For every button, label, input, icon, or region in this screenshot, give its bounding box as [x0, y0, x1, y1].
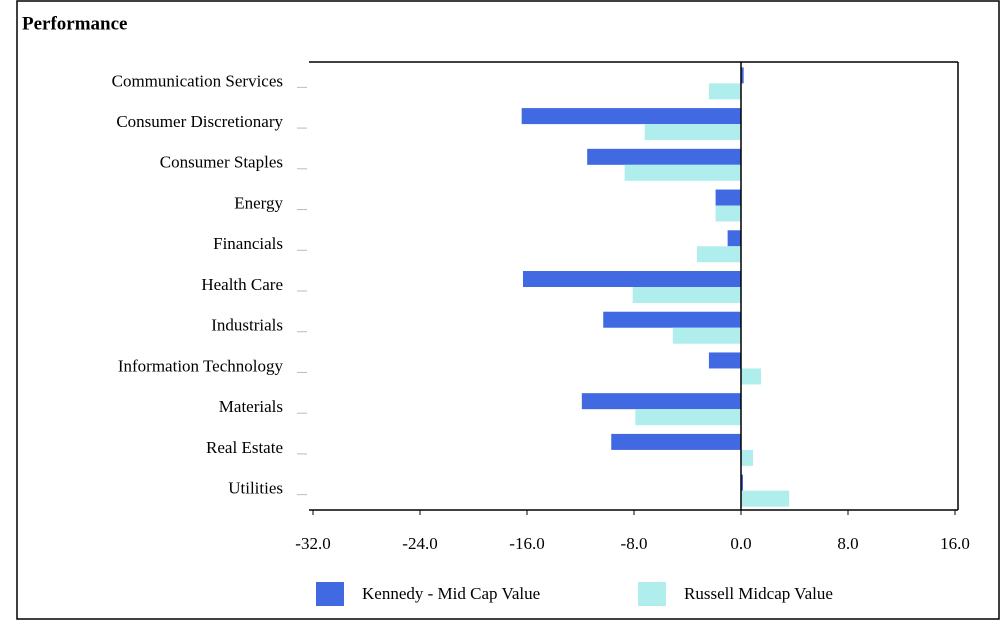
- bar: [581, 393, 741, 410]
- x-tick-label: -8.0: [621, 534, 648, 553]
- x-tick-label: 0.0: [730, 534, 751, 553]
- bar: [696, 246, 741, 263]
- y-tick-label: Financials: [213, 234, 283, 253]
- legend-label: Russell Midcap Value: [684, 584, 833, 603]
- y-tick-label: Materials: [219, 397, 283, 416]
- bar: [741, 368, 762, 385]
- bar: [635, 409, 741, 426]
- bar: [521, 108, 741, 125]
- bar: [715, 205, 741, 222]
- y-tick-label: Consumer Discretionary: [116, 112, 283, 131]
- bar: [644, 124, 741, 141]
- y-tick-label: Energy: [234, 193, 283, 212]
- y-tick-label: Communication Services: [112, 71, 283, 90]
- bar: [672, 327, 741, 344]
- bar: [708, 352, 741, 369]
- bar: [741, 474, 744, 491]
- x-tick-label: 8.0: [837, 534, 858, 553]
- bar: [522, 271, 741, 287]
- bar: [741, 67, 744, 84]
- legend-swatch: [316, 582, 344, 606]
- y-tick-label: Real Estate: [206, 438, 283, 457]
- x-tick-label: -24.0: [402, 534, 437, 553]
- bar: [624, 164, 741, 181]
- frame: [16, 0, 1000, 620]
- y-tick-label: Information Technology: [118, 356, 284, 375]
- y-tick-label: Consumer Staples: [160, 153, 283, 172]
- bar: [741, 449, 754, 466]
- y-tick-label: Industrials: [211, 316, 283, 335]
- bar: [727, 230, 741, 247]
- chart-title: Performance: [22, 13, 128, 34]
- legend-label: Kennedy - Mid Cap Value: [362, 584, 540, 603]
- bar: [603, 311, 741, 328]
- bar: [587, 148, 741, 165]
- x-tick-label: -16.0: [509, 534, 544, 553]
- x-tick-label: -32.0: [295, 534, 330, 553]
- legend-swatch: [638, 582, 666, 606]
- bar: [611, 433, 741, 450]
- x-tick-label: 16.0: [940, 534, 970, 553]
- bar: [741, 490, 790, 507]
- bar: [632, 287, 741, 303]
- bar: [708, 83, 741, 100]
- y-tick-label: Utilities: [228, 479, 283, 498]
- y-tick-label: Health Care: [201, 275, 283, 294]
- bar: [715, 189, 741, 206]
